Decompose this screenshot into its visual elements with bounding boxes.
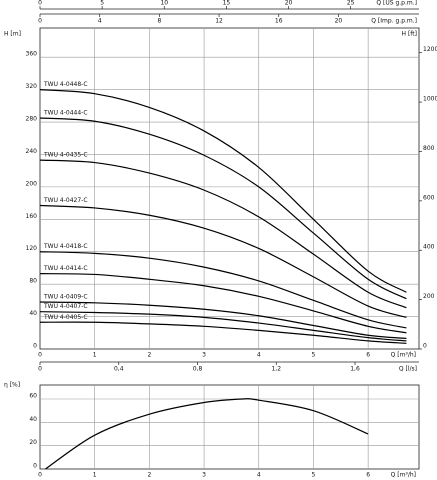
extra-axis-tick-label: 1,2 bbox=[271, 366, 281, 373]
extra-axis-tick-label: 8 bbox=[157, 18, 161, 25]
x-tick-label: 5 bbox=[312, 352, 316, 359]
y2-tick-label: 400 bbox=[423, 244, 435, 251]
extra-axis-tick-label: 12 bbox=[215, 18, 223, 25]
x-tick-label: 6 bbox=[366, 352, 370, 359]
x-tick-label: 5 bbox=[312, 472, 316, 479]
curve-label: TWU 4-0418-C bbox=[43, 243, 88, 250]
curve bbox=[39, 117, 407, 300]
curve bbox=[39, 159, 407, 309]
y-axis-label: H [m] bbox=[4, 31, 21, 38]
extra-axis-tick-label: 25 bbox=[347, 0, 355, 7]
y-axis-label: η [%] bbox=[4, 382, 20, 389]
y2-tick-label: 800 bbox=[423, 145, 435, 152]
curve-label: TWU 4-0448-C bbox=[43, 81, 88, 88]
x-tick-label: 6 bbox=[366, 472, 370, 479]
curve bbox=[39, 301, 407, 340]
x-tick-label: 0 bbox=[38, 472, 42, 479]
y2-tick-label: 1000 bbox=[423, 96, 437, 103]
y-tick-label: 360 bbox=[26, 51, 38, 58]
curve-label: TWU 4-0405-C bbox=[43, 314, 88, 321]
curve bbox=[39, 311, 407, 342]
curve-label: TWU 4-0427-C bbox=[43, 197, 88, 204]
x-axis-label: Q [m³/h] bbox=[391, 472, 416, 479]
y-tick-label: 240 bbox=[26, 148, 38, 155]
extra-axis-tick-label: 15 bbox=[223, 0, 231, 7]
y2-axis-label: H [ft] bbox=[402, 31, 417, 38]
y-tick-label: 60 bbox=[29, 393, 37, 400]
extra-axis-tick-label: 0 bbox=[38, 18, 42, 25]
curve bbox=[39, 273, 407, 334]
extra-axis-tick-label: 20 bbox=[335, 18, 343, 25]
x-tick-label: 4 bbox=[257, 472, 261, 479]
curve bbox=[39, 204, 407, 318]
extra-axis-tick-label: 1,6 bbox=[350, 366, 360, 373]
y-tick-label: 280 bbox=[26, 116, 38, 123]
x-tick-label: 3 bbox=[202, 352, 206, 359]
y-tick-label: 0 bbox=[33, 343, 37, 350]
extra-axis-tick-label: 5 bbox=[100, 0, 104, 7]
y2-tick-label: 200 bbox=[423, 293, 435, 300]
x-tick-label: 3 bbox=[202, 472, 206, 479]
y-tick-label: 20 bbox=[29, 439, 37, 446]
y-tick-label: 0 bbox=[33, 463, 37, 470]
extra-axis-tick-label: 0,4 bbox=[114, 366, 124, 373]
extra-axis-tick-label: 4 bbox=[98, 18, 102, 25]
curve bbox=[45, 398, 369, 470]
extra-axis-tick-label: 10 bbox=[160, 0, 168, 7]
curve-label: TWU 4-0435-C bbox=[43, 152, 88, 159]
extra-axis-tick-label: 0,8 bbox=[193, 366, 203, 373]
y-tick-label: 160 bbox=[26, 213, 38, 220]
x-tick-label: 2 bbox=[147, 352, 151, 359]
x-tick-label: 2 bbox=[147, 472, 151, 479]
curve bbox=[39, 251, 407, 329]
x-tick-label: 1 bbox=[93, 352, 97, 359]
curve-label: TWU 4-0407-C bbox=[43, 303, 88, 310]
extra-axis-tick-label: 20 bbox=[285, 0, 293, 7]
x-tick-label: 0 bbox=[38, 352, 42, 359]
y2-tick-label: 1200 bbox=[423, 46, 437, 53]
curve-label: TWU 4-0409-C bbox=[43, 293, 88, 300]
extra-axis-label: Q [Imp. g.p.m.] bbox=[371, 18, 417, 25]
y-tick-label: 320 bbox=[26, 83, 38, 90]
extra-axis-label: Q [l/s] bbox=[399, 366, 417, 373]
y-tick-label: 40 bbox=[29, 416, 37, 423]
x-tick-label: 1 bbox=[93, 472, 97, 479]
extra-axis-label: Q [US g.p.m.] bbox=[376, 0, 417, 7]
extra-axis-tick-label: 16 bbox=[275, 18, 283, 25]
plot-frame bbox=[39, 384, 420, 470]
y-tick-label: 80 bbox=[29, 278, 37, 285]
extra-axis-tick-label: 0 bbox=[38, 0, 42, 7]
curve-label: TWU 4-0414-C bbox=[43, 265, 88, 272]
plot-frame bbox=[39, 27, 420, 350]
y2-tick-label: 600 bbox=[423, 194, 435, 201]
curve-label: TWU 4-0444-C bbox=[43, 109, 88, 116]
x-tick-label: 4 bbox=[257, 352, 261, 359]
x-axis-label: Q [m³/h] bbox=[391, 352, 416, 359]
y-tick-label: 40 bbox=[29, 310, 37, 317]
curve bbox=[39, 321, 407, 344]
curve bbox=[39, 89, 407, 293]
extra-axis-tick-label: 0 bbox=[38, 366, 42, 373]
y2-tick-label: 0 bbox=[423, 343, 427, 350]
y-tick-label: 200 bbox=[26, 180, 38, 187]
y-tick-label: 120 bbox=[26, 245, 38, 252]
